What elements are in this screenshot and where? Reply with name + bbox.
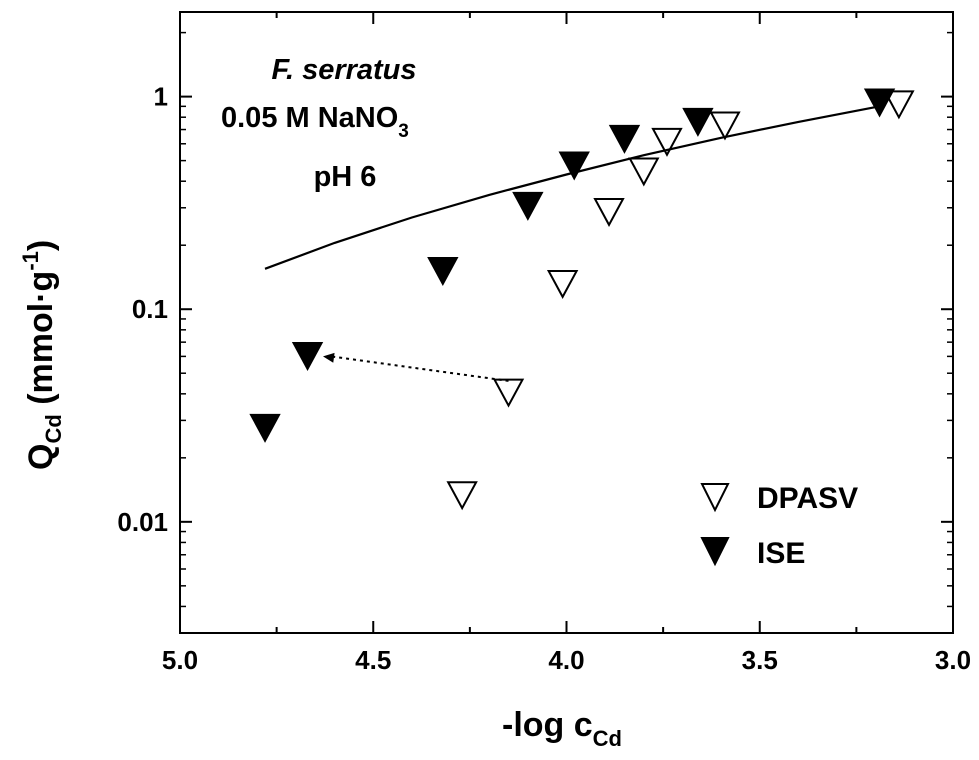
dotted-arrow [330, 355, 509, 382]
marker-ise [682, 107, 714, 137]
marker-ise [608, 124, 641, 154]
x-tick-label: 4.0 [548, 645, 584, 675]
annotation-ph: pH 6 [314, 161, 377, 193]
x-axis-title-main: -log c [502, 706, 593, 744]
marker-dpasv [593, 198, 625, 228]
marker-ise [558, 151, 590, 181]
y-axis-title-main: Q [22, 444, 60, 470]
legend-label-dpasv: DPASV [757, 482, 858, 515]
x-tick-label: 3.0 [935, 645, 971, 675]
marker-ise [249, 413, 281, 443]
legend-label-ise: ISE [757, 537, 805, 570]
axes: 5.0 4.5 4.0 3.5 3.0 0.01 0.1 1 [117, 11, 971, 675]
marker-dpasv [651, 127, 683, 157]
x-axis-title-sub: Cd [593, 726, 622, 751]
marker-dpasv [709, 111, 741, 141]
arrow-head [323, 352, 335, 363]
x-tick-label: 4.5 [355, 645, 391, 675]
annotation-medium-sub: 3 [398, 121, 409, 142]
marker-dpasv [446, 481, 478, 511]
annotation-medium-main: 0.05 M NaNO [221, 102, 398, 134]
marker-ise [863, 88, 896, 118]
legend-marker-dpasv [700, 483, 730, 513]
fit-curve [264, 105, 880, 270]
legend-marker-ise [700, 537, 730, 567]
marker-dpasv [628, 157, 660, 187]
marker-dpasv [492, 378, 525, 408]
x-axis-title: -log cCd [502, 706, 622, 751]
x-tick-label: 3.5 [742, 645, 778, 675]
y-tick-label: 0.01 [117, 507, 168, 537]
y-axis-title: QCd (mmol·g-1) [18, 240, 66, 470]
x-tick-label: 5.0 [162, 645, 198, 675]
legend: DPASV ISE [700, 482, 858, 570]
plot-area [249, 88, 915, 511]
marker-ise [427, 257, 459, 287]
y-axis-title-close: ) [22, 240, 60, 251]
marker-ise [291, 341, 324, 371]
annotation-medium: 0.05 M NaNO3 [221, 102, 409, 142]
y-tick-label: 1 [154, 82, 168, 112]
annotation-species: F. serratus [271, 54, 416, 86]
y-axis-title-exp: -1 [18, 251, 43, 271]
y-tick-label: 0.1 [132, 294, 168, 324]
y-axis-title-sub: Cd [41, 414, 66, 443]
y-axis-title-unit: (mmol·g [22, 271, 60, 415]
marker-ise [512, 191, 544, 221]
marker-dpasv [546, 269, 579, 299]
marker-dpasv [883, 90, 915, 120]
